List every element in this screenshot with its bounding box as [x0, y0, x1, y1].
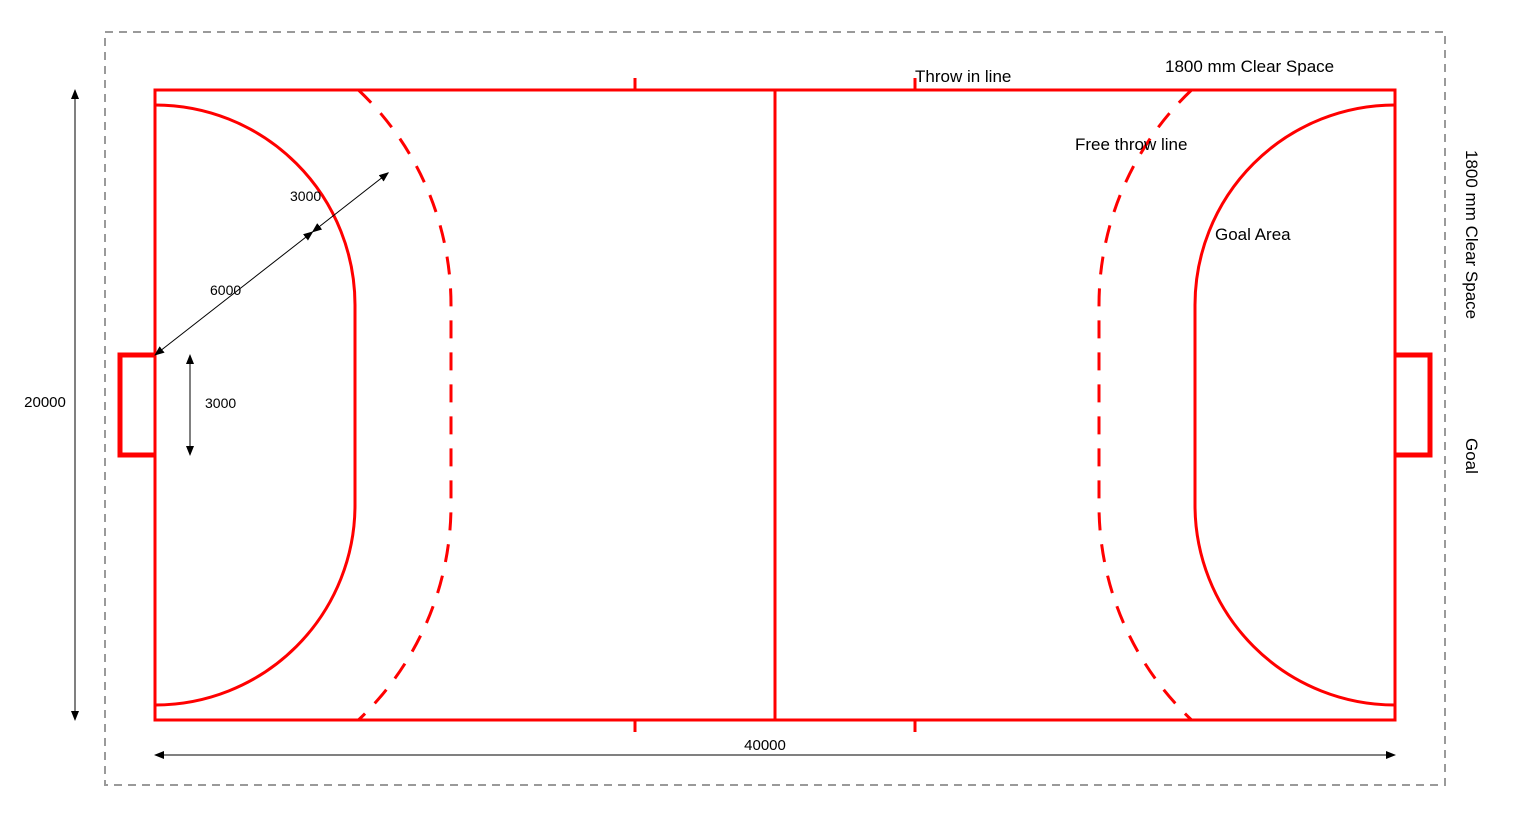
label-throw-in: Throw in line [915, 67, 1011, 86]
goal-area-line-left [155, 105, 355, 705]
dimension-label-6000: 6000 [210, 282, 241, 298]
label-goal: Goal [1462, 438, 1481, 474]
dimension-line-3000-gap [313, 173, 389, 232]
free-throw-line-right [1099, 90, 1192, 720]
free-throw-line-left [358, 90, 451, 720]
label-free-throw: Free throw line [1075, 135, 1187, 154]
label-clear-space-top: 1800 mm Clear Space [1165, 57, 1334, 76]
dimension-label-3000-goal: 3000 [205, 395, 236, 411]
goal-area-line-right [1195, 105, 1395, 705]
goal-right [1395, 355, 1430, 455]
dimension-label-length: 40000 [744, 737, 786, 754]
dimension-label-3000-gap: 3000 [290, 188, 321, 204]
handball-court-diagram: 40000 20000 6000 3000 3000 Throw in line… [0, 0, 1536, 835]
goal-left [120, 355, 155, 455]
label-clear-space-side: 1800 mm Clear Space [1462, 150, 1481, 319]
dimension-label-width: 20000 [24, 394, 66, 411]
label-goal-area: Goal Area [1215, 225, 1291, 244]
